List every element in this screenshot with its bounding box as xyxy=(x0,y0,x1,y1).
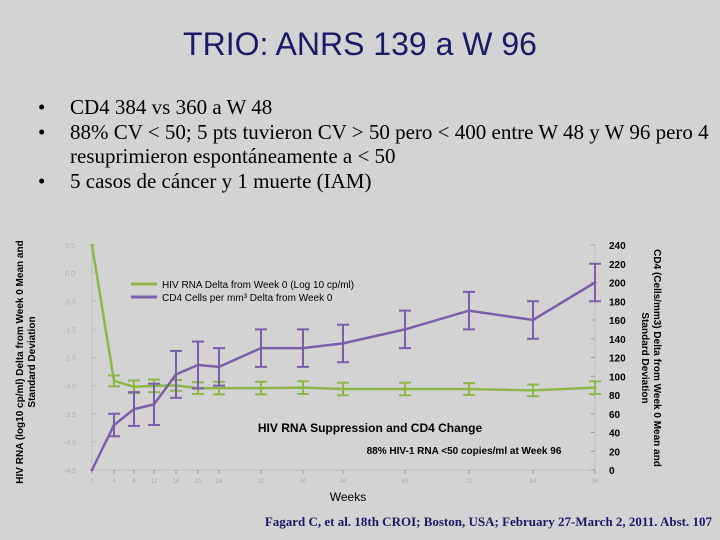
cd4-data-point xyxy=(217,365,221,369)
bullet-marker: • xyxy=(38,95,46,119)
cd4-data-point xyxy=(174,372,178,376)
right-tick-label: 220 xyxy=(609,260,626,271)
chart-tick-labels: 0204060801001201401601802002202400.50.0-… xyxy=(64,241,626,485)
left-tick-label: -2.5 xyxy=(64,356,76,363)
left-tick-label: -4.5 xyxy=(64,468,76,475)
hiv-rna-data-point xyxy=(217,386,221,390)
right-tick-label: 160 xyxy=(609,316,626,327)
x-tick-label: 8 xyxy=(132,479,136,485)
hiv-rna-data-point xyxy=(301,386,305,390)
bullet-item: • 88% CV < 50; 5 pts tuvieron CV > 50 per… xyxy=(38,120,710,168)
cd4-data-point xyxy=(196,363,200,367)
legend-label-hiv-rna: HIV RNA Delta from Week 0 (Log 10 cp/ml) xyxy=(162,280,354,291)
hiv-rna-data-point xyxy=(531,388,535,392)
cd4-data-point xyxy=(301,346,305,350)
x-tick-label: 32 xyxy=(258,479,265,485)
slide-title: TRIO: ANRS 139 a W 96 xyxy=(183,26,537,62)
left-tick-label: -4.0 xyxy=(64,440,76,447)
left-tick-label: -3.0 xyxy=(64,384,76,391)
cd4-data-point xyxy=(90,468,94,472)
right-tick-label: 60 xyxy=(609,410,621,421)
chart-series xyxy=(90,243,601,472)
left-tick-label: -0.5 xyxy=(64,299,76,306)
x-tick-label: 20 xyxy=(195,479,202,485)
x-tick-label: 0 xyxy=(90,479,94,485)
left-tick-label: -3.5 xyxy=(64,412,76,419)
right-tick-label: 200 xyxy=(609,279,626,290)
cd4-data-point xyxy=(152,402,156,406)
hiv-rna-data-point xyxy=(593,386,597,390)
left-tick-label: -1.5 xyxy=(64,327,76,334)
right-tick-label: 0 xyxy=(609,466,615,477)
x-tick-label: 12 xyxy=(151,479,158,485)
x-tick-label: 60 xyxy=(402,479,409,485)
cd4-data-point xyxy=(403,327,407,331)
x-tick-label: 40 xyxy=(300,479,307,485)
hiv-rna-data-point xyxy=(467,387,471,391)
chart-legend: HIV RNA Delta from Week 0 (Log 10 cp/ml)… xyxy=(131,280,354,304)
bullet-text: 88% CV < 50; 5 pts tuvieron CV > 50 pero… xyxy=(70,120,709,168)
x-axis-label: Weeks xyxy=(330,490,366,504)
chart-annotation-main: HIV RNA Suppression and CD4 Change xyxy=(258,421,483,435)
right-tick-label: 40 xyxy=(609,429,621,440)
left-tick-label: 0.0 xyxy=(65,271,75,278)
left-tick-label: 0.5 xyxy=(65,243,75,250)
right-tick-label: 140 xyxy=(609,335,626,346)
right-tick-label: 180 xyxy=(609,297,626,308)
bullet-marker: • xyxy=(38,120,46,144)
x-tick-label: 48 xyxy=(340,479,347,485)
chart-axes xyxy=(91,244,596,474)
bullet-text: CD4 384 vs 360 a W 48 xyxy=(70,95,273,119)
x-tick-label: 24 xyxy=(216,479,223,485)
cd4-data-point xyxy=(132,407,136,411)
x-tick-label: 96 xyxy=(592,479,599,485)
hiv-rna-data-point xyxy=(132,385,136,389)
hiv-rna-data-point xyxy=(259,386,263,390)
right-tick-label: 100 xyxy=(609,372,626,383)
cd4-data-point xyxy=(341,341,345,345)
right-tick-label: 20 xyxy=(609,447,621,458)
bullet-item: • CD4 384 vs 360 a W 48 xyxy=(38,95,710,119)
cd4-data-point xyxy=(531,318,535,322)
right-tick-label: 240 xyxy=(609,241,626,252)
citation: Fagard C, et al. 18th CROI; Boston, USA;… xyxy=(264,514,712,529)
bullet-text: 5 casos de cáncer y 1 muerte (IAM) xyxy=(70,169,372,193)
legend-label-cd4: CD4 Cells per mm³ Delta from Week 0 xyxy=(162,293,333,304)
x-tick-label: 4 xyxy=(112,479,116,485)
right-tick-label: 80 xyxy=(609,391,621,402)
hiv-rna-data-point xyxy=(90,243,94,247)
bullet-item: • 5 casos de cáncer y 1 muerte (IAM) xyxy=(38,169,710,193)
x-tick-label: 72 xyxy=(466,479,473,485)
cd4-data-point xyxy=(593,281,597,284)
hiv-rna-data-point xyxy=(341,387,345,391)
hiv-rna-series-line xyxy=(90,244,596,392)
cd4-data-point xyxy=(112,423,116,427)
bullet-marker: • xyxy=(38,169,46,193)
x-tick-label: 84 xyxy=(530,479,537,485)
bullet-list: • CD4 384 vs 360 a W 48 • 88% CV < 50; 5 p… xyxy=(38,95,710,194)
right-tick-label: 120 xyxy=(609,354,626,365)
cd4-data-point xyxy=(259,346,263,350)
hiv-rna-data-point xyxy=(403,387,407,391)
hiv-rna-data-point xyxy=(112,379,116,383)
chart-annotation-sub: 88% HIV-1 RNA <50 copies/ml at Week 96 xyxy=(367,446,562,457)
cd4-series-line xyxy=(90,281,596,471)
cd4-data-point xyxy=(467,309,471,313)
x-tick-label: 16 xyxy=(173,479,180,485)
